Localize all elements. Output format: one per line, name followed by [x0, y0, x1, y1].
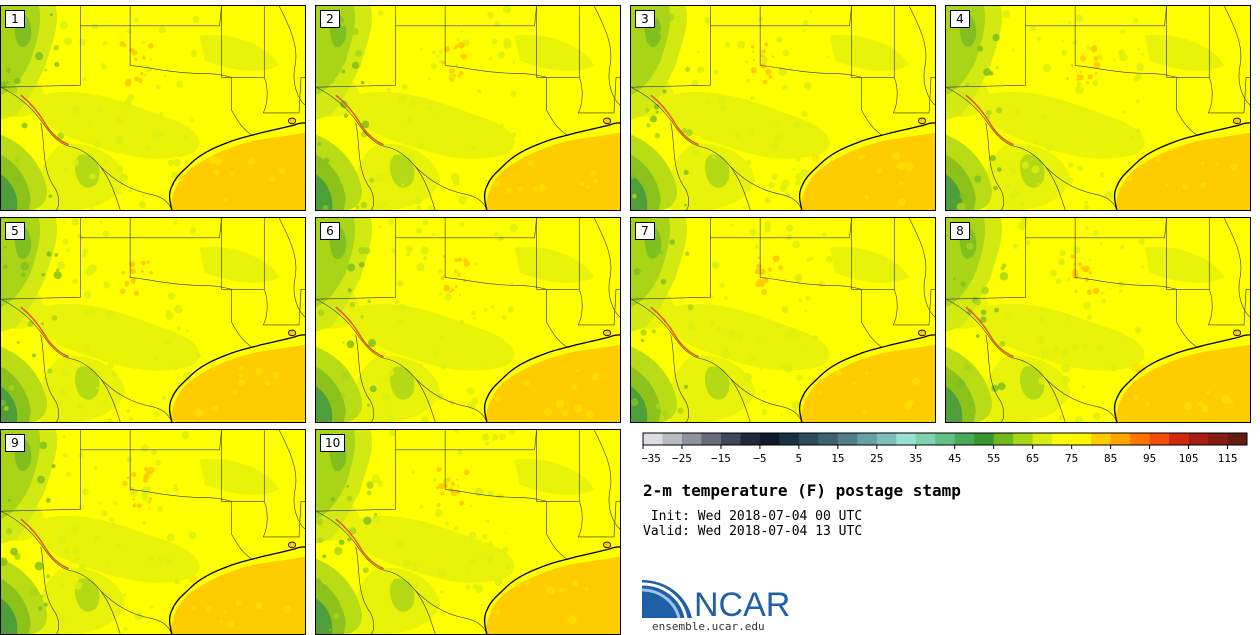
member-number-label: 7 — [635, 222, 655, 240]
colorbar-swatch — [993, 433, 1014, 445]
colorbar-swatch — [1013, 433, 1033, 445]
colorbar-tick-label: 95 — [1143, 452, 1156, 465]
colorbar-swatch — [915, 433, 936, 445]
member-number-label: 3 — [635, 10, 655, 28]
ensemble-member-panel: 4 — [945, 5, 1251, 211]
colorbar-swatch — [1149, 433, 1170, 445]
member-number-label: 10 — [320, 434, 346, 452]
colorbar-swatch — [935, 433, 956, 445]
ensemble-member-panel: 6 — [315, 217, 621, 423]
colorbar-swatch — [643, 433, 663, 445]
colorbar-swatch — [1052, 433, 1072, 445]
member-number-label: 4 — [950, 10, 970, 28]
colorbar-tick-label: −35 — [642, 452, 661, 465]
colorbar-swatch — [701, 433, 722, 445]
temperature-map — [1, 6, 305, 210]
colorbar-tick-label: 25 — [870, 452, 883, 465]
colorbar-tick-label: 5 — [796, 452, 803, 465]
colorbar-swatch — [779, 433, 800, 445]
ensemble-member-panel: 5 — [0, 217, 306, 423]
colorbar-swatch — [681, 433, 702, 445]
member-number-label: 6 — [320, 222, 340, 240]
colorbar-tick-label: −15 — [711, 452, 731, 465]
colorbar-frame — [642, 432, 1248, 446]
member-number-label: 1 — [5, 10, 25, 28]
member-number-label: 8 — [950, 222, 970, 240]
logo-url: ensemble.ucar.edu — [652, 620, 765, 633]
colorbar-tick-label: 85 — [1104, 452, 1117, 465]
colorbar-tick-label: 65 — [1026, 452, 1039, 465]
figure-title: 2-m temperature (F) postage stamp — [643, 481, 961, 500]
colorbar-swatch — [759, 433, 780, 445]
colorbar-swatch — [857, 433, 878, 445]
temperature-map — [946, 6, 1250, 210]
ensemble-member-panel: 2 — [315, 5, 621, 211]
colorbar-swatch — [974, 433, 995, 445]
temperature-map — [631, 218, 935, 422]
colorbar-swatch — [1208, 433, 1228, 445]
colorbar-swatch — [1188, 433, 1209, 445]
temperature-map — [316, 218, 620, 422]
colorbar-swatch — [837, 433, 858, 445]
colorbar-swatch — [1071, 433, 1092, 445]
colorbar-swatch — [1130, 433, 1150, 445]
colorbar-swatch — [1169, 433, 1189, 445]
colorbar-tick-label: 115 — [1218, 452, 1238, 465]
colorbar-swatch — [1110, 433, 1131, 445]
colorbar-swatch — [954, 433, 975, 445]
ncar-logo: NCAR — [642, 580, 790, 618]
colorbar-tick-label: 15 — [831, 452, 844, 465]
init-time-text: Init: Wed 2018-07-04 00 UTC — [643, 509, 863, 524]
ensemble-member-panel: 9 — [0, 429, 306, 635]
temperature-map — [1, 218, 305, 422]
ensemble-member-panel: 8 — [945, 217, 1251, 423]
colorbar-tick-label: 55 — [987, 452, 1000, 465]
colorbar-graphic: −35 −25 −15 −5 5 15 25 35 45 55 65 75 85 95 105 115 — [642, 432, 1248, 465]
valid-time-text: Valid: Wed 2018-07-04 13 UTC — [643, 524, 863, 539]
logo-text: NCAR — [694, 586, 790, 618]
member-number-label: 9 — [5, 434, 25, 452]
colorbar-swatch — [1032, 433, 1053, 445]
colorbar-tick-label: −25 — [672, 452, 692, 465]
temperature-map — [1, 430, 305, 634]
colorbar-swatch — [720, 433, 741, 445]
ensemble-member-panel: 3 — [630, 5, 936, 211]
colorbar-swatch — [896, 433, 917, 445]
member-number-label: 2 — [320, 10, 340, 28]
colorbar-swatch — [798, 433, 819, 445]
colorbar-swatch — [662, 433, 683, 445]
ensemble-member-panel: 1 — [0, 5, 306, 211]
colorbar-tick-label: 105 — [1179, 452, 1199, 465]
colorbar-tick-label: −5 — [753, 452, 766, 465]
temperature-map — [316, 430, 620, 634]
colorbar-swatch — [1227, 433, 1248, 445]
temperature-colorbar: −35 −25 −15 −5 5 15 25 35 45 55 65 75 85 95 105 115 — [642, 432, 1249, 466]
temperature-map — [946, 218, 1250, 422]
temperature-map — [631, 6, 935, 210]
temperature-map — [316, 6, 620, 210]
ensemble-member-panel: 7 — [630, 217, 936, 423]
member-number-label: 5 — [5, 222, 25, 240]
colorbar-tick-label: 75 — [1065, 452, 1078, 465]
colorbar-swatch — [740, 433, 761, 445]
ensemble-member-panel: 10 — [315, 429, 621, 635]
colorbar-swatch — [818, 433, 839, 445]
colorbar-tick-label: 45 — [948, 452, 961, 465]
colorbar-tick-label: 35 — [909, 452, 922, 465]
colorbar-swatch — [1091, 433, 1111, 445]
colorbar-swatch — [876, 433, 897, 445]
